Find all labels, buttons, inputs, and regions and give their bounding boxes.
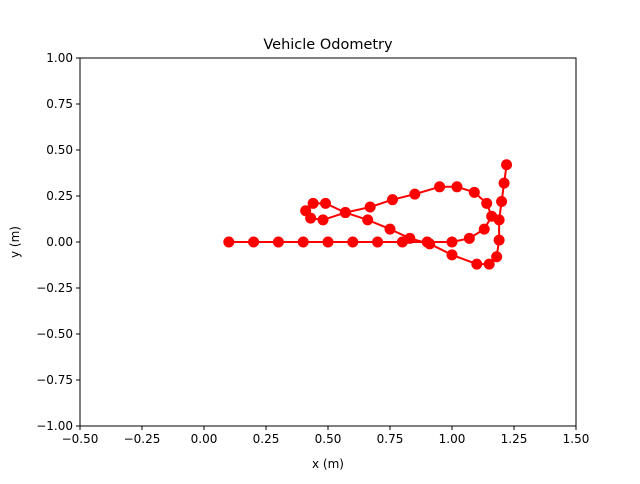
y-tick-label: −1.00 <box>36 419 73 433</box>
data-point <box>483 258 495 270</box>
y-tick-label: 0.75 <box>46 97 73 111</box>
x-tick-label: 1.50 <box>563 432 590 446</box>
data-point <box>491 251 503 263</box>
data-point <box>339 207 351 219</box>
y-tick-label: 0.25 <box>46 189 73 203</box>
y-tick-label: 0.50 <box>46 143 73 157</box>
plot-area: −0.50 −0.25 0.00 0.25 0.50 0.75 1.00 1.25 1.50 −1… <box>36 51 589 446</box>
x-tick-label: 0.25 <box>253 432 280 446</box>
data-point <box>496 196 508 208</box>
data-point <box>300 205 312 217</box>
x-tick-label: 0.00 <box>191 432 218 446</box>
data-point <box>372 236 384 248</box>
data-point <box>272 236 284 248</box>
y-tick-label: −0.25 <box>36 281 73 295</box>
y-tick-label: 1.00 <box>46 51 73 65</box>
data-point <box>463 232 475 244</box>
x-tick-label: 1.00 <box>439 432 466 446</box>
data-point <box>481 197 493 209</box>
y-tick-label: −0.50 <box>36 327 73 341</box>
data-point <box>223 236 235 248</box>
data-point <box>446 249 458 261</box>
x-tick-label: −0.50 <box>62 432 99 446</box>
data-point <box>362 214 374 226</box>
data-point <box>320 197 332 209</box>
data-point <box>307 197 319 209</box>
data-point <box>248 236 260 248</box>
data-point <box>493 214 505 226</box>
data-point <box>501 159 513 171</box>
x-axis-label: x (m) <box>312 457 344 471</box>
data-point <box>493 234 505 246</box>
data-point <box>386 194 398 206</box>
data-point <box>434 181 446 193</box>
y-tick-label: 0.00 <box>46 235 73 249</box>
y-tick-label: −0.75 <box>36 373 73 387</box>
data-point <box>384 223 396 235</box>
data-point <box>446 236 458 248</box>
data-point <box>404 232 416 244</box>
data-point <box>322 236 334 248</box>
data-point <box>347 236 359 248</box>
data-point <box>451 181 463 193</box>
data-point <box>364 201 376 213</box>
x-tick-label: −0.25 <box>124 432 161 446</box>
data-point <box>317 214 329 226</box>
data-point <box>297 236 309 248</box>
data-point <box>409 188 421 200</box>
data-point <box>468 186 480 198</box>
data-point <box>424 238 436 250</box>
x-tick-label: 0.75 <box>377 432 404 446</box>
x-tick-label: 0.50 <box>315 432 342 446</box>
data-point <box>471 258 483 270</box>
series-line <box>228 164 508 266</box>
chart-title: Vehicle Odometry <box>263 37 393 53</box>
data-point <box>478 223 490 235</box>
y-axis-label: y (m) <box>8 226 22 258</box>
x-tick-label: 1.25 <box>501 432 528 446</box>
data-point <box>498 177 510 189</box>
